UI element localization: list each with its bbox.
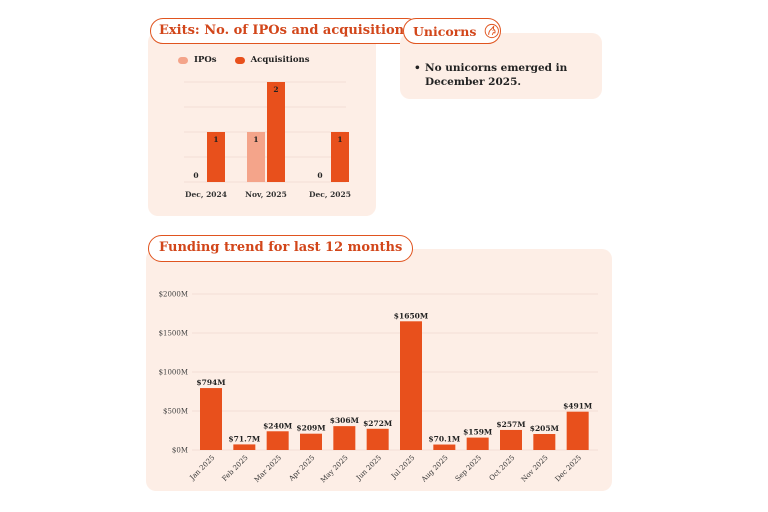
funding-data-label: $209M [296,424,325,433]
exits-bar [247,132,265,182]
exits-data-label: 2 [273,85,278,94]
funding-title: Funding trend for last 12 months [148,235,414,262]
funding-bar [400,321,422,450]
funding-data-label: $257M [496,420,525,429]
legend-ipos-label: IPOs [194,55,217,65]
unicorns-card [400,33,602,99]
exits-bar [207,132,225,182]
funding-bar [266,431,289,450]
exits-legend: IPOs Acquisitions [178,55,310,65]
funding-data-label: $71.7M [228,434,260,443]
legend-ipos: IPOs [178,55,217,65]
funding-bar [466,437,489,450]
funding-x-tick: Feb 2025 [221,454,250,483]
funding-data-label: $205M [530,424,559,433]
exits-title: Exits: No. of IPOs and acquisitions [150,18,421,44]
funding-x-tick: Mar 2025 [253,454,283,484]
funding-data-label: $306M [330,416,359,425]
funding-data-label: $794M [196,378,225,387]
exits-data-label: 1 [253,135,258,144]
exits-tick-label: Dec, 2024 [185,190,227,199]
funding-x-tick: Jun 2025 [354,454,383,483]
funding-y-tick: $0M [172,447,188,455]
funding-bar [366,428,389,450]
exits-data-label: 1 [337,135,342,144]
exits-bar [267,82,285,182]
legend-acquisitions: Acquisitions [234,55,310,65]
unicorns-title: Unicorns [403,18,501,44]
funding-y-tick: $1000M [159,369,188,377]
funding-y-tick: $2000M [159,291,188,299]
funding-x-tick: May 2025 [319,454,350,485]
unicorns-bullet: • No unicorns emerged in December 2025. [414,61,594,89]
funding-x-tick: Apr 2025 [287,454,317,484]
funding-x-tick: Oct 2025 [488,454,517,483]
legend-ipos-swatch [178,56,188,64]
exits-tick-label: Dec, 2025 [309,190,351,199]
funding-y-tick: $1500M [159,330,188,338]
exits-bar [331,132,349,182]
funding-card [146,249,612,491]
funding-data-label: $1650M [394,311,428,320]
funding-x-tick: Jul 2025 [389,454,416,481]
funding-y-tick: $500M [163,408,188,416]
funding-x-tick: Jan 2025 [188,454,217,483]
funding-bar [533,434,556,450]
unicorn-icon [485,23,500,39]
exits-data-label: 0 [317,171,322,180]
funding-data-label: $491M [563,402,592,411]
exits-data-label: 0 [193,171,198,180]
funding-data-label: $159M [463,428,492,437]
funding-x-tick: Aug 2025 [419,454,449,484]
funding-bar [500,429,522,450]
funding-bar [333,426,356,450]
funding-bar [433,444,456,450]
exits-chart: 0 1 Dec, 2024 1 2 Nov, 2025 0 1 Dec, 2025 [184,81,351,199]
exits-data-label: 1 [213,135,218,144]
funding-bar [300,433,322,450]
unicorns-title-text: Unicorns [413,23,477,39]
funding-data-label: $70.1M [428,435,460,444]
funding-data-label: $240M [263,421,292,430]
funding-x-tick: Sep 2025 [454,454,483,483]
legend-acquisitions-label: Acquisitions [250,55,310,65]
funding-data-label: $272M [363,419,392,428]
funding-x-tick: Nov 2025 [520,454,550,484]
funding-chart: $0M $500M $1000M $1500M $2000M $794M Jan 2025 $… [159,291,598,485]
funding-bar [233,444,256,450]
unicorns-bullet-text: No unicorns emerged in December 2025. [425,62,568,88]
funding-x-tick: Dec 2025 [554,454,583,483]
funding-bar [200,388,222,450]
legend-acquisitions-swatch [234,56,245,64]
bullet-dot: • [414,62,421,74]
funding-bar [566,411,589,450]
exits-tick-label: Nov, 2025 [245,190,287,199]
